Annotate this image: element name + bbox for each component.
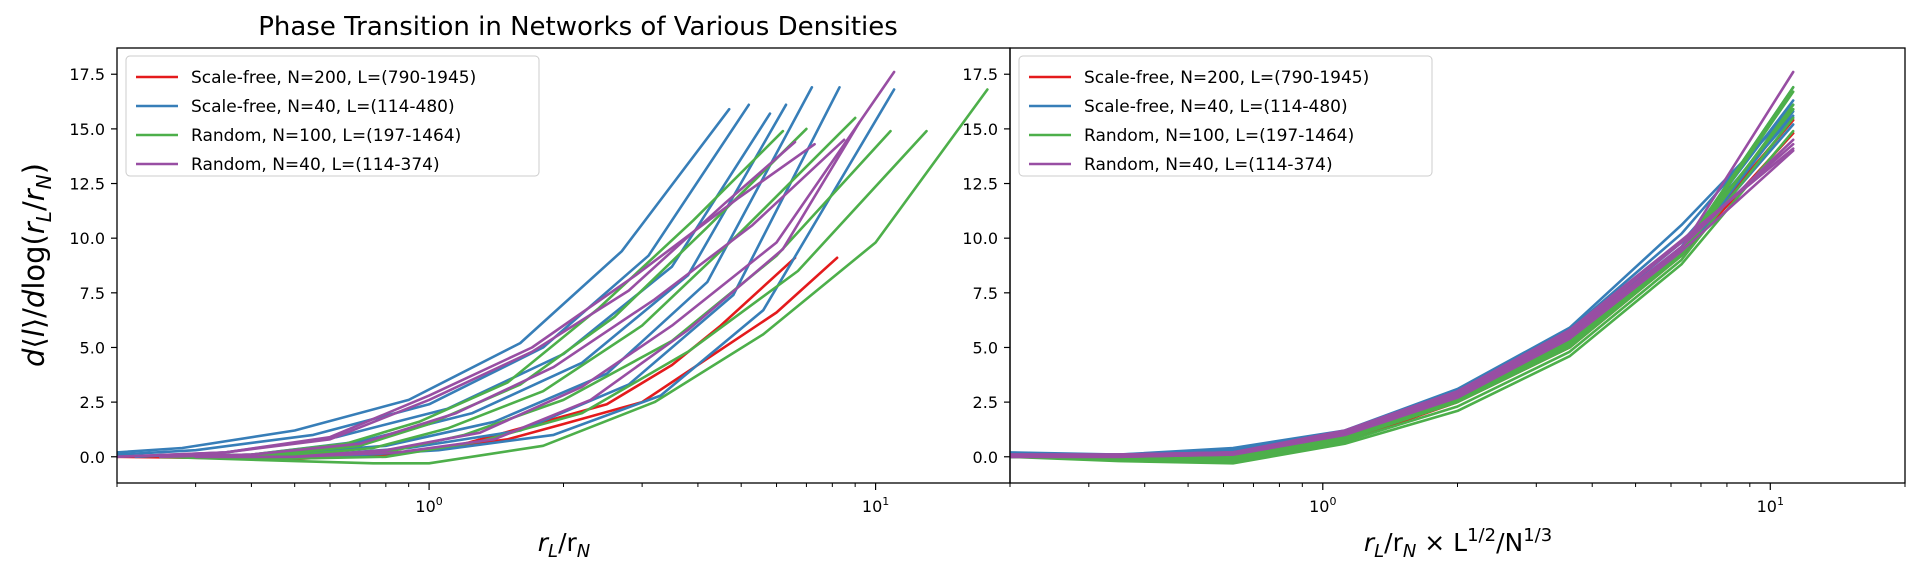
y-tick-label: 2.5 (973, 393, 998, 412)
legend: Scale-free, N=200, L=(790-1945) Scale-fre… (1018, 55, 1433, 177)
series-line-17 (159, 138, 846, 459)
y-tick-label: 15.0 (69, 120, 105, 139)
series-line-17 (1010, 138, 1795, 459)
series-line-9 (1010, 129, 1795, 465)
x-axis-label-left: rL/rN (538, 528, 590, 562)
series-line-2 (117, 107, 731, 454)
y-tick-label: 7.5 (80, 284, 105, 303)
y-tick-label: 12.5 (962, 175, 998, 194)
y-tick-label: 2.5 (80, 393, 105, 412)
y-tick-label: 0.0 (973, 448, 998, 467)
series-line-16 (117, 142, 816, 459)
series-line-11 (1010, 103, 1795, 461)
y-tick-label: 10.0 (962, 229, 998, 248)
x-tick-label: 101 (1757, 495, 1784, 516)
y-tick-label: 15.0 (962, 120, 998, 139)
y-tick-label: 10.0 (69, 229, 105, 248)
x-axis-label-right: rL/rN × L1/2/N1/3 (1364, 525, 1552, 562)
x-tick-label: 100 (415, 495, 442, 516)
y-tick-label: 12.5 (69, 175, 105, 194)
series-line-19 (1010, 149, 1795, 459)
series-group (1010, 70, 1795, 465)
legend-label: Random, N=40, L=(114-374) (191, 155, 440, 175)
y-tick-label: 0.0 (80, 448, 105, 467)
legend-label: Scale-free, N=40, L=(114-480) (191, 97, 455, 117)
legend-label: Random, N=100, L=(197-1464) (191, 126, 461, 146)
series-line-3 (117, 103, 751, 456)
x-tick-label: 101 (862, 495, 889, 516)
y-tick-label: 17.5 (962, 65, 998, 84)
legend-label: Random, N=100, L=(197-1464) (1084, 126, 1354, 146)
series-line-9 (159, 88, 989, 465)
y-tick-label: 5.0 (80, 338, 105, 357)
legend: Scale-free, N=200, L=(790-1945) Scale-fre… (125, 55, 540, 177)
series-line-19 (194, 121, 861, 459)
series-group (117, 70, 989, 465)
legend-label: Scale-free, N=40, L=(114-480) (1084, 97, 1348, 117)
x-tick-label: 100 (1309, 495, 1336, 516)
legend-box (1018, 55, 1433, 177)
legend-box (125, 55, 540, 177)
legend-label: Random, N=40, L=(114-374) (1084, 155, 1333, 175)
y-tick-label: 7.5 (973, 284, 998, 303)
legend-label: Scale-free, N=200, L=(790-1945) (1084, 68, 1369, 88)
chart-title: Phase Transition in Networks of Various … (258, 12, 898, 42)
y-tick-label: 5.0 (973, 338, 998, 357)
y-axis-label: d⟨l⟩/dlog(rL/rN) (17, 163, 56, 367)
right-plot-panel: 0.0 2.5 5.0 7.5 10.0 12.5 15.0 17.5 100 101 Scale-… (962, 47, 1906, 516)
left-plot-panel: 0.0 2.5 5.0 7.5 10.0 12.5 15.0 17.5 100 101 Scale-… (69, 47, 1011, 516)
legend-label: Scale-free, N=200, L=(790-1945) (191, 68, 476, 88)
y-tick-label: 17.5 (69, 65, 105, 84)
